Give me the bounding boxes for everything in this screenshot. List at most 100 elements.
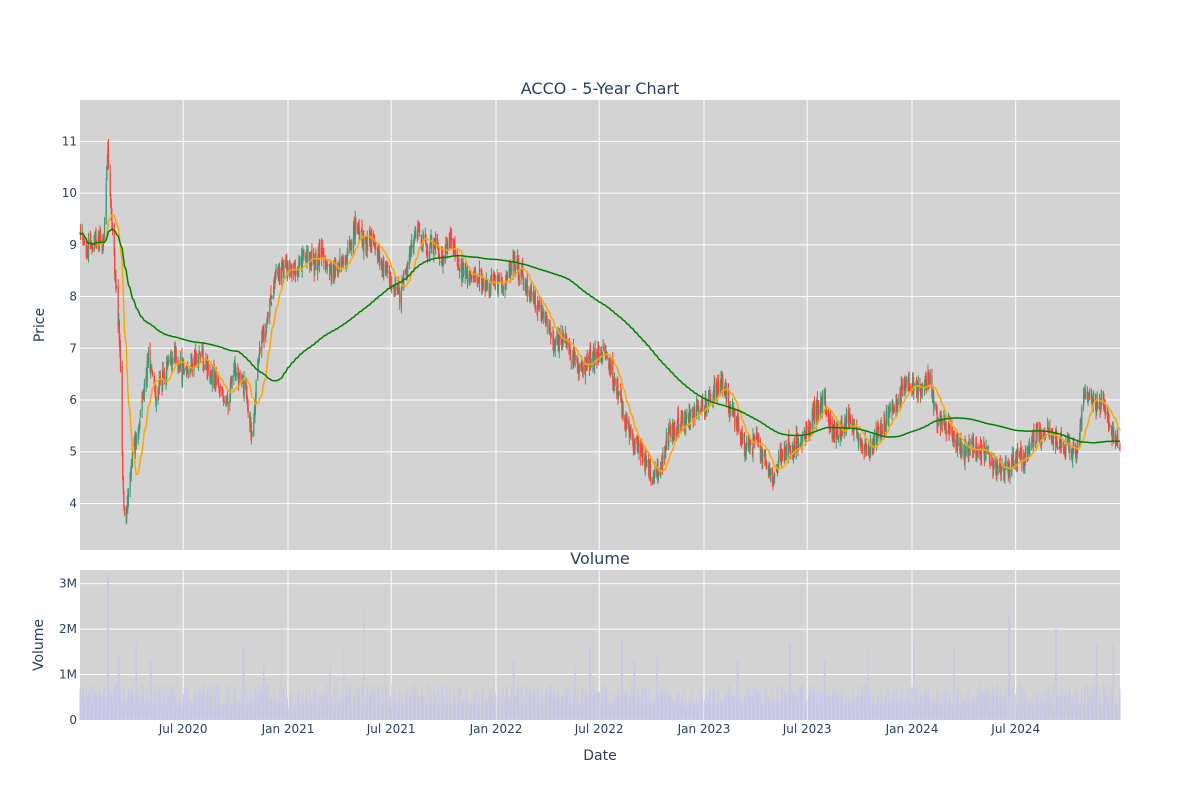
volume-bar [423,697,425,720]
candle-body [1113,429,1115,440]
candle-body [546,324,548,327]
volume-bar [211,706,213,720]
candle-body [829,415,832,427]
volume-bar [851,699,853,720]
candle-body [632,433,634,443]
volume-bar [133,698,135,720]
volume-bar [654,694,656,720]
candle-body [1065,443,1067,455]
volume-bar [861,689,863,720]
volume-bar [179,702,181,720]
volume-bar [291,690,293,720]
volume-bar [658,704,660,720]
volume-bar [784,691,786,720]
candle-body [534,292,536,310]
candle-body [367,248,369,249]
candle-body [797,438,799,450]
volume-bar [868,703,870,720]
volume-bar [610,705,612,720]
candle-body [254,409,256,417]
candle-body [992,464,994,470]
candle-body [245,390,247,394]
volume-bar [1023,690,1025,720]
volume-bar [341,702,343,720]
volume-bar [440,692,442,720]
volume-bar [596,705,598,720]
volume-bar [781,687,783,720]
volume-bar [817,691,819,720]
date-tick-label: Jul 2023 [782,722,832,736]
volume-bar [281,698,283,720]
volume-bar [429,695,431,720]
volume-bar [512,660,514,720]
volume-bar [190,701,192,720]
volume-bar [398,705,400,720]
volume-bar [895,693,897,720]
volume-tick-label: 0 [69,713,77,727]
volume-bar [721,706,723,720]
volume-bar [206,706,208,720]
volume-bar [901,699,903,720]
candle-body [249,418,251,424]
candle-body [298,263,300,272]
candle-body [860,441,862,445]
candle-body [719,383,722,396]
candle-body [383,266,385,274]
volume-bar [589,647,591,720]
candle-body [1076,449,1078,458]
volume-bar [649,700,651,720]
volume-bar [322,705,324,720]
volume-bar [704,706,706,720]
volume-bar [993,689,995,720]
volume-bar [353,700,355,720]
volume-bar [93,691,95,720]
volume-bar [233,684,235,720]
volume-bar [1048,707,1050,720]
candle-body [617,395,620,397]
candle-body [265,330,267,338]
volume-bar [676,694,678,720]
candle-body [1024,464,1026,466]
volume-bar [283,690,285,720]
candle-body [170,353,172,360]
volume-bar [669,690,671,720]
candle-body [821,397,824,416]
volume-bar [362,691,364,720]
volume-bar [141,683,143,720]
candle-body [737,417,739,432]
candle-body [593,361,596,366]
volume-bar [812,704,814,720]
volume-bar [359,703,361,720]
volume-bar [941,700,943,720]
candle-body [1044,431,1046,440]
candle-body [881,430,883,434]
volume-bar [544,706,546,720]
candle-body [462,263,465,276]
volume-bar [863,697,865,720]
volume-bar [833,691,835,720]
candle-body [314,260,316,269]
candle-body [209,377,212,381]
volume-bar [449,706,451,720]
volume-bar [450,705,452,720]
candle-body [1003,467,1005,472]
candle-body [1102,395,1105,406]
volume-bar [967,699,969,720]
volume-bar [821,696,823,720]
volume-bar [509,697,511,720]
volume-bar [844,701,846,720]
volume-bar [362,686,364,720]
candle-body [384,263,387,267]
candle-body [468,273,470,283]
candle-body [1077,439,1079,452]
volume-bar [552,695,554,720]
volume-bar [525,707,527,720]
volume-bar [290,693,292,720]
volume-bar [325,685,327,720]
candle-body [650,480,652,484]
volume-bar [505,688,507,720]
volume-bar [740,704,742,720]
volume-bar [327,686,329,720]
volume-bar [720,700,722,720]
candle-body [1105,412,1107,414]
